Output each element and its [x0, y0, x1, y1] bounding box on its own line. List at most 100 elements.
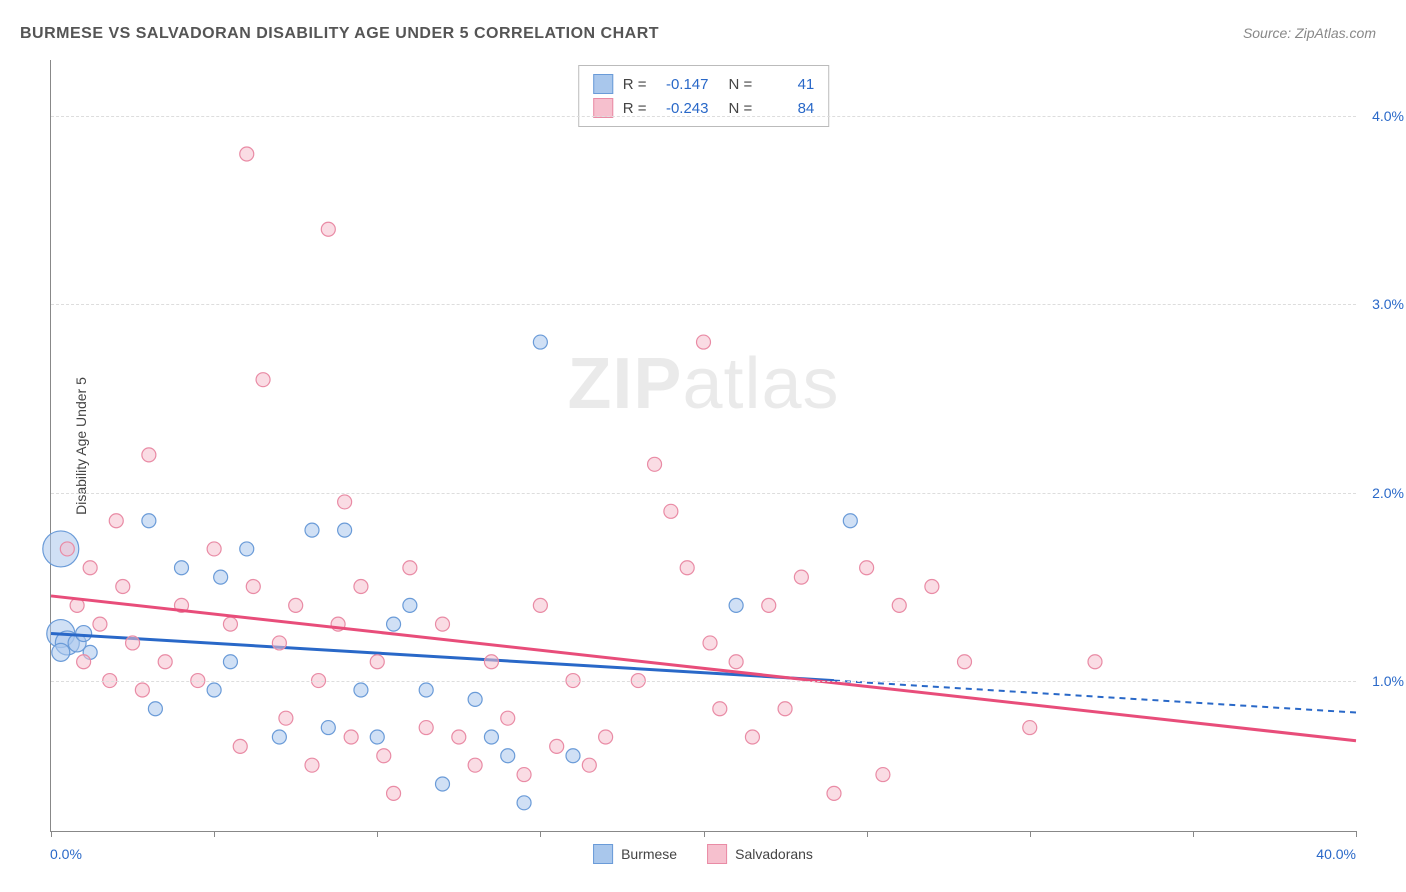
x-tick	[377, 831, 378, 837]
data-point	[729, 655, 743, 669]
data-point	[436, 777, 450, 791]
data-point	[148, 702, 162, 716]
data-point	[729, 598, 743, 612]
gridline	[51, 681, 1356, 682]
x-tick	[704, 831, 705, 837]
gridline	[51, 493, 1356, 494]
data-point	[925, 580, 939, 594]
gridline	[51, 116, 1356, 117]
data-point	[436, 617, 450, 631]
data-point	[648, 457, 662, 471]
data-point	[109, 514, 123, 528]
data-point	[860, 561, 874, 575]
data-point	[550, 739, 564, 753]
data-point	[703, 636, 717, 650]
data-point	[794, 570, 808, 584]
data-point	[279, 711, 293, 725]
data-point	[517, 796, 531, 810]
data-point	[419, 721, 433, 735]
data-point	[321, 222, 335, 236]
source-name: ZipAtlas.com	[1295, 25, 1376, 41]
y-tick-label: 3.0%	[1372, 296, 1404, 312]
data-point	[338, 495, 352, 509]
data-point	[256, 373, 270, 387]
data-point	[223, 617, 237, 631]
data-point	[370, 655, 384, 669]
data-point	[452, 730, 466, 744]
data-point	[126, 636, 140, 650]
data-point	[240, 542, 254, 556]
data-point	[93, 617, 107, 631]
data-point	[582, 758, 596, 772]
y-tick-label: 4.0%	[1372, 108, 1404, 124]
data-point	[958, 655, 972, 669]
data-point	[370, 730, 384, 744]
data-point	[762, 598, 776, 612]
data-point	[272, 730, 286, 744]
data-point	[468, 692, 482, 706]
x-tick	[51, 831, 52, 837]
data-point	[599, 730, 613, 744]
trend-line	[51, 596, 1356, 741]
data-point	[745, 730, 759, 744]
data-point	[387, 617, 401, 631]
data-point	[354, 580, 368, 594]
x-tick	[1356, 831, 1357, 837]
data-point	[533, 598, 547, 612]
data-point	[697, 335, 711, 349]
data-point	[344, 730, 358, 744]
data-point	[223, 655, 237, 669]
data-point	[778, 702, 792, 716]
data-point	[484, 730, 498, 744]
legend-bottom: Burmese Salvadorans	[593, 844, 813, 864]
data-point	[233, 739, 247, 753]
data-point	[1023, 721, 1037, 735]
x-tick	[540, 831, 541, 837]
y-tick-label: 2.0%	[1372, 485, 1404, 501]
chart-title: BURMESE VS SALVADORAN DISABILITY AGE UND…	[20, 25, 659, 43]
data-point	[354, 683, 368, 697]
data-point	[60, 542, 74, 556]
x-axis-max-label: 40.0%	[1316, 846, 1356, 862]
data-point	[501, 749, 515, 763]
data-point	[484, 655, 498, 669]
data-point	[468, 758, 482, 772]
scatter-svg	[51, 60, 1356, 831]
data-point	[135, 683, 149, 697]
data-point	[403, 598, 417, 612]
y-tick-label: 1.0%	[1372, 673, 1404, 689]
data-point	[240, 147, 254, 161]
data-point	[321, 721, 335, 735]
data-point	[377, 749, 391, 763]
data-point	[403, 561, 417, 575]
data-point	[827, 786, 841, 800]
data-point	[1088, 655, 1102, 669]
data-point	[305, 523, 319, 537]
data-point	[517, 768, 531, 782]
legend-swatch	[707, 844, 727, 864]
data-point	[142, 514, 156, 528]
data-point	[246, 580, 260, 594]
data-point	[419, 683, 433, 697]
x-tick	[1193, 831, 1194, 837]
data-point	[566, 749, 580, 763]
legend-item: Salvadorans	[707, 844, 813, 864]
data-point	[142, 448, 156, 462]
data-point	[843, 514, 857, 528]
source-prefix: Source:	[1243, 25, 1295, 41]
data-point	[76, 626, 92, 642]
data-point	[272, 636, 286, 650]
data-point	[338, 523, 352, 537]
data-point	[214, 570, 228, 584]
data-point	[305, 758, 319, 772]
data-point	[207, 542, 221, 556]
data-point	[892, 598, 906, 612]
gridline	[51, 304, 1356, 305]
legend-label: Burmese	[621, 846, 677, 862]
data-point	[876, 768, 890, 782]
x-tick	[1030, 831, 1031, 837]
data-point	[664, 504, 678, 518]
data-point	[158, 655, 172, 669]
data-point	[289, 598, 303, 612]
data-point	[175, 561, 189, 575]
